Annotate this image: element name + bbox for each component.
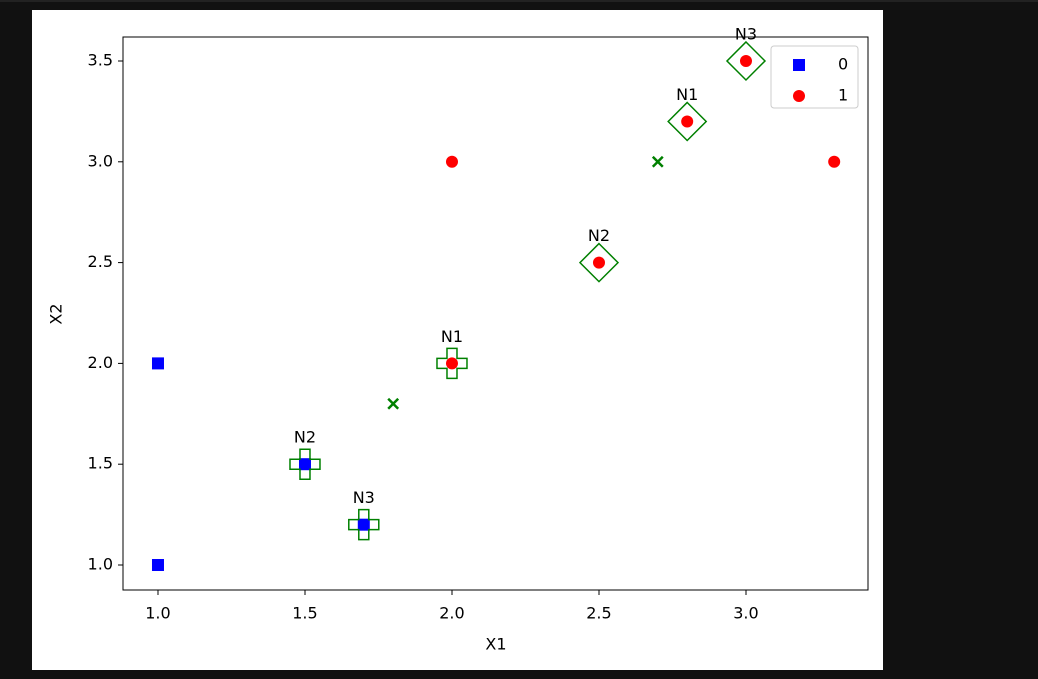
annotation-label: N1 <box>441 327 463 346</box>
point <box>151 559 164 572</box>
point <box>445 155 458 168</box>
legend-marker <box>793 59 805 71</box>
legend-marker <box>793 90 805 102</box>
point <box>592 256 605 269</box>
annotation-label: N2 <box>588 226 610 245</box>
figure <box>32 10 883 670</box>
x-axis-label: X1 <box>485 635 506 654</box>
highlight <box>667 101 708 142</box>
point <box>298 458 311 471</box>
highlight <box>578 242 620 283</box>
y-tick-label: 2.5 <box>88 252 113 271</box>
point <box>739 54 752 67</box>
x-tick-label: 2.0 <box>439 604 464 623</box>
plot-frame <box>122 36 869 591</box>
highlight <box>289 448 321 480</box>
y-tick-label: 2.0 <box>88 353 113 372</box>
y-axis-label: X2 <box>47 303 66 324</box>
legend-label: 0 <box>838 55 848 74</box>
legend-label: 1 <box>838 86 848 105</box>
point <box>151 357 164 370</box>
point <box>445 357 458 370</box>
x-tick-label: 3.0 <box>733 604 758 623</box>
point <box>357 518 370 531</box>
annotation-label: N3 <box>353 488 375 507</box>
annotation-label: N2 <box>294 428 316 447</box>
y-tick-label: 3.5 <box>88 50 113 69</box>
y-tick-label: 3.0 <box>88 151 113 170</box>
legend-box <box>770 45 859 109</box>
y-tick-label: 1.5 <box>88 454 113 473</box>
point <box>651 155 664 168</box>
point <box>387 397 400 410</box>
annotation-label: N3 <box>735 24 757 43</box>
annotation-label: N1 <box>676 85 698 104</box>
x-tick-label: 1.0 <box>145 604 170 623</box>
x-tick-label: 1.5 <box>292 604 317 623</box>
highlight <box>436 347 468 380</box>
highlight <box>725 40 767 82</box>
highlight <box>348 508 380 541</box>
point <box>828 155 841 168</box>
x-tick-label: 2.5 <box>586 604 611 623</box>
y-tick-label: 1.0 <box>88 555 113 574</box>
point <box>681 115 694 128</box>
